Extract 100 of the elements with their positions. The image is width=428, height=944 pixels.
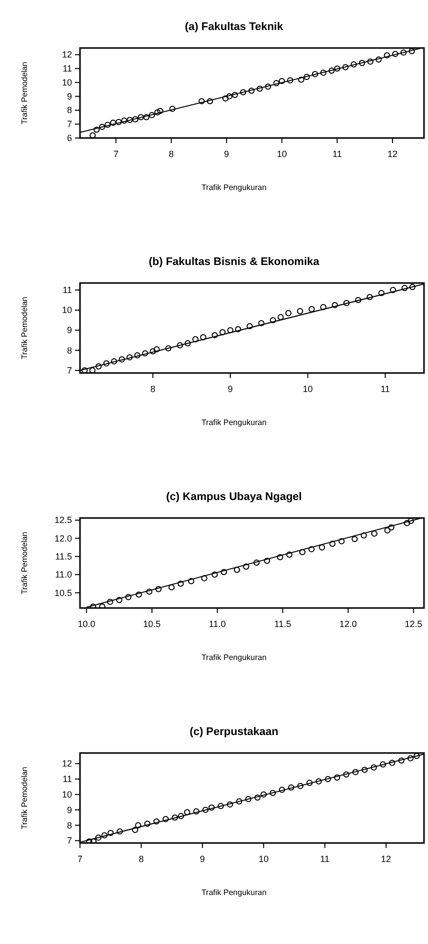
x-tick-label: 9 bbox=[224, 149, 230, 159]
point bbox=[108, 830, 114, 836]
point bbox=[414, 753, 420, 760]
point bbox=[99, 124, 106, 130]
point bbox=[409, 284, 416, 290]
y-tick-label: 12.5 bbox=[54, 515, 72, 526]
point bbox=[226, 93, 232, 100]
point bbox=[360, 532, 367, 539]
point bbox=[370, 764, 377, 771]
point bbox=[121, 118, 128, 124]
point bbox=[184, 340, 191, 346]
x-axis-title: Trafik Pengukuran bbox=[201, 653, 267, 662]
point bbox=[371, 530, 378, 537]
y-tick-label: 7 bbox=[66, 119, 72, 130]
point bbox=[402, 284, 408, 292]
point bbox=[218, 802, 224, 810]
point bbox=[298, 76, 304, 83]
point bbox=[389, 760, 396, 766]
point bbox=[256, 86, 263, 92]
point bbox=[103, 360, 110, 366]
point bbox=[236, 798, 242, 804]
point bbox=[320, 70, 326, 76]
x-axis-title: Trafik Pengukuran bbox=[201, 888, 267, 897]
point bbox=[324, 776, 331, 782]
x-tick-label: 10 bbox=[276, 149, 287, 159]
chart-title: (c) Kampus Ubaya Ngagel bbox=[166, 491, 302, 503]
x-tick-label: 9 bbox=[228, 384, 233, 394]
x-tick-label: 11.5 bbox=[274, 619, 292, 629]
y-tick-label: 11 bbox=[62, 774, 72, 784]
y-tick-label: 10 bbox=[62, 77, 72, 88]
point bbox=[286, 552, 292, 558]
point bbox=[355, 296, 362, 304]
y-tick-label: 6 bbox=[66, 133, 72, 143]
point bbox=[154, 109, 161, 116]
point bbox=[316, 778, 322, 784]
x-tick-label: 10 bbox=[302, 384, 313, 394]
point bbox=[82, 367, 88, 373]
point bbox=[243, 564, 250, 570]
point bbox=[95, 363, 102, 370]
point bbox=[101, 832, 108, 838]
point bbox=[126, 116, 133, 124]
y-tick-label: 9 bbox=[66, 804, 72, 815]
point bbox=[329, 540, 336, 547]
point bbox=[358, 60, 366, 66]
x-tick-label: 11.0 bbox=[208, 619, 226, 629]
point bbox=[342, 64, 349, 70]
point bbox=[296, 308, 304, 314]
point bbox=[366, 294, 373, 300]
point bbox=[90, 603, 96, 608]
point bbox=[116, 828, 123, 835]
point bbox=[400, 49, 407, 56]
point bbox=[184, 809, 190, 816]
point bbox=[146, 588, 152, 595]
point bbox=[334, 65, 340, 72]
y-tick-label: 8 bbox=[66, 345, 72, 356]
point bbox=[132, 826, 138, 833]
point bbox=[384, 52, 390, 58]
point bbox=[110, 358, 118, 364]
point bbox=[136, 591, 142, 598]
point bbox=[312, 71, 318, 78]
point bbox=[376, 56, 382, 63]
point bbox=[132, 116, 138, 122]
point bbox=[90, 838, 97, 843]
point bbox=[254, 794, 261, 801]
x-tick-label: 9 bbox=[200, 854, 205, 864]
point bbox=[264, 84, 272, 90]
point bbox=[297, 782, 304, 790]
point bbox=[86, 838, 92, 843]
x-tick-label: 7 bbox=[77, 854, 83, 864]
point bbox=[162, 816, 169, 822]
point bbox=[408, 518, 414, 524]
x-tick-label: 10.5 bbox=[143, 619, 161, 629]
point bbox=[390, 286, 396, 294]
x-tick-label: 10.0 bbox=[78, 619, 96, 629]
point bbox=[118, 356, 125, 362]
point bbox=[338, 538, 345, 544]
y-tick-label: 9 bbox=[66, 91, 72, 102]
y-tick-label: 11.0 bbox=[55, 570, 72, 580]
point bbox=[308, 546, 315, 552]
point bbox=[150, 348, 156, 354]
point bbox=[99, 603, 106, 608]
point bbox=[154, 346, 160, 352]
point bbox=[144, 820, 150, 827]
x-tick-label: 7 bbox=[113, 149, 118, 159]
point bbox=[245, 796, 252, 802]
point bbox=[318, 544, 326, 550]
x-tick-label: 10 bbox=[258, 854, 269, 864]
point bbox=[155, 586, 162, 592]
y-tick-label: 8 bbox=[66, 105, 72, 116]
y-axis-title: Trafik Pemodelan bbox=[20, 296, 29, 360]
point bbox=[192, 336, 199, 342]
x-tick-label: 8 bbox=[138, 854, 144, 864]
point bbox=[304, 74, 310, 80]
y-tick-label: 12 bbox=[62, 50, 72, 60]
point bbox=[287, 77, 294, 84]
y-tick-label: 10 bbox=[62, 789, 72, 800]
point bbox=[200, 334, 206, 340]
x-axis-title: Trafik Pengukuran bbox=[201, 418, 267, 427]
chart-title: (c) Perpustakaan bbox=[190, 726, 279, 738]
point bbox=[278, 786, 286, 793]
